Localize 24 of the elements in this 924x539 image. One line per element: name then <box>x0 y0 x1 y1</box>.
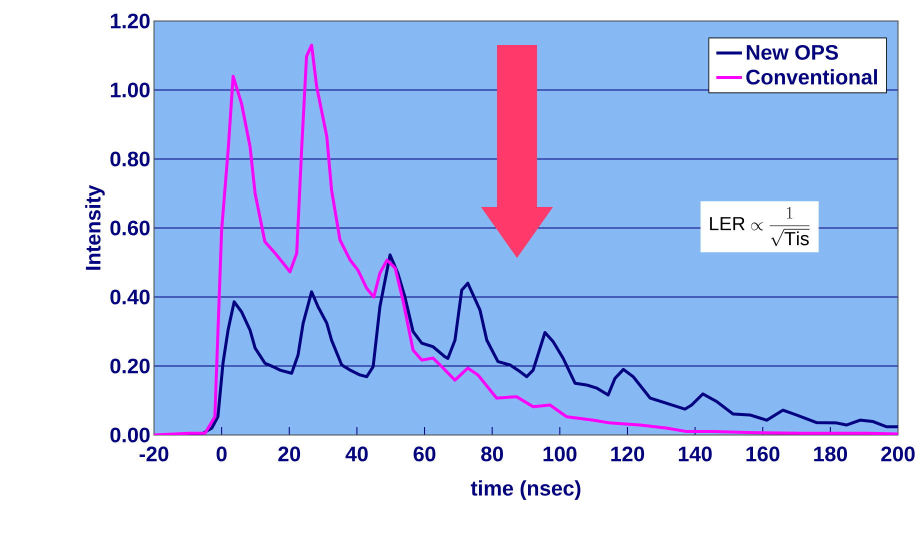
y-tick-label: 1.00 <box>110 82 150 98</box>
y-tick-label: 0.80 <box>110 152 150 166</box>
x-tick-label: 40 <box>346 446 368 462</box>
y-axis-title: Intensity <box>85 184 105 270</box>
x-tick-label: 100 <box>544 446 576 462</box>
y-tick-label: 0.60 <box>110 220 150 236</box>
x-tick-label: -20 <box>140 446 168 462</box>
x-tick-label: 140 <box>678 446 712 462</box>
y-tick-label: 1.20 <box>110 14 150 28</box>
annotation: $\mathrm{LER} \propto \frac{1}{\sqrt{\mathrm{Tis}}}$ <box>710 207 810 246</box>
x-tick-label: 200 <box>881 446 915 462</box>
legend-label: New OPS <box>746 44 838 60</box>
x-tick-label: 80 <box>481 446 504 462</box>
x-tick-label: 160 <box>746 446 780 462</box>
x-tick-label: 60 <box>414 446 436 462</box>
y-tick-label: 0.20 <box>110 358 150 374</box>
legend-label: Conventional <box>746 69 877 85</box>
x-axis-title: time (nsec) <box>470 480 580 500</box>
x-tick-label: 180 <box>814 446 848 462</box>
x-tick-label: 20 <box>278 446 300 462</box>
x-tick-label: 0 <box>216 446 227 462</box>
y-tick-label: 0.00 <box>110 428 150 442</box>
x-tick-label: 120 <box>611 446 644 462</box>
y-tick-label: 0.40 <box>110 290 150 304</box>
